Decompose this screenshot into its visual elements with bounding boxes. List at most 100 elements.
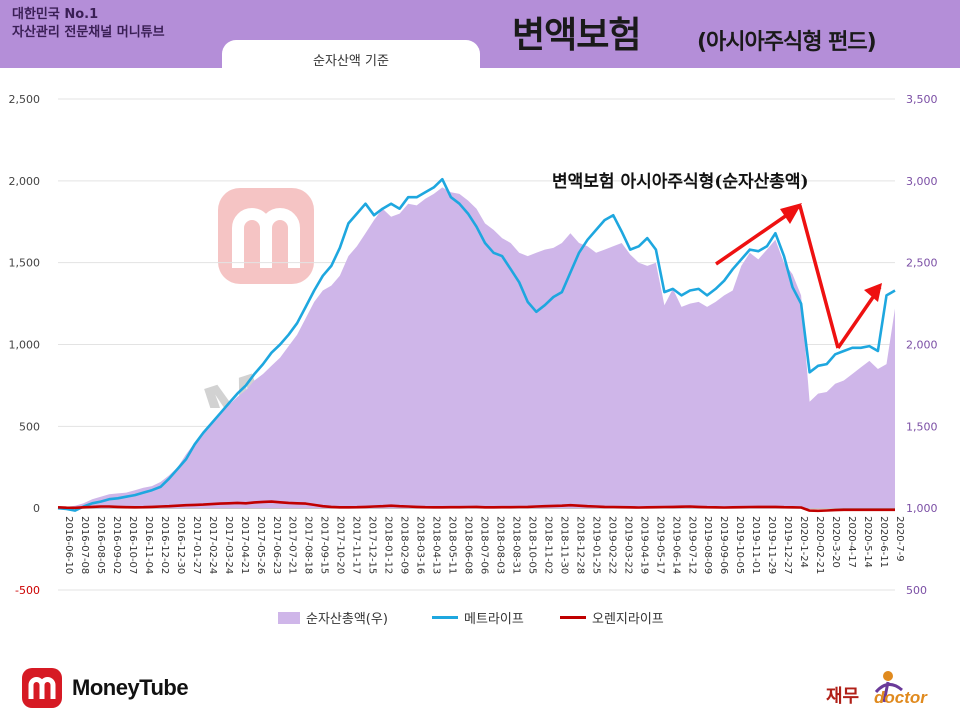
x-tick-label: 2020-02-21: [814, 516, 825, 574]
moneytube-logo: MoneyTube: [22, 668, 189, 708]
x-tick-label: 2017-10-20: [335, 516, 346, 574]
x-tick-label: 2018-11-02: [542, 516, 553, 574]
jaemu-text: 재무: [826, 686, 860, 707]
x-axis: 2016-06-10 2016-07-08 2016-08-05 2016-09-02…: [63, 516, 905, 574]
x-tick-label: 2016-12-02: [159, 516, 170, 574]
x-tick-label: 2019-05-17: [654, 516, 665, 574]
x-tick-label: 2017-02-24: [207, 516, 218, 574]
doctor-text: doctor: [874, 688, 927, 707]
trend-arrow-peak: [780, 203, 802, 224]
series-line-orangelife: [57, 500, 895, 513]
brand-line-1: 대한민국 No.1: [12, 7, 99, 22]
legend-swatch-orange: [560, 616, 586, 619]
moneytube-logo-text: MoneyTube: [72, 675, 189, 700]
jaemu-doctor-logo: 재무 doctor: [818, 668, 948, 712]
x-tick-label: 2018-12-28: [574, 516, 585, 574]
x-tick-label: 2017-03-24: [223, 516, 234, 574]
x-tick-label: 2016-12-30: [175, 516, 186, 574]
x-tick-label: 2020-3-20: [830, 516, 841, 568]
x-tick-label: 2019-11-29: [766, 516, 777, 574]
brand-slogan: 대한민국 No.1 자산관리 전문채널 머니튜브: [12, 6, 165, 42]
x-tick-label: 2016-08-05: [95, 516, 106, 574]
x-tick-label: 2017-07-21: [287, 516, 298, 574]
y-axis-left: 2,500 2,000 1,500 1,000 500 0 -500: [9, 93, 41, 597]
legend-label-area: 순자산총액(우): [306, 612, 388, 627]
y-tick-label-right: 1,000: [906, 502, 938, 515]
x-tick-label: 2019-06-14: [670, 516, 681, 574]
y-tick-label-left: 1,000: [9, 339, 41, 352]
x-tick-label: 2019-11-01: [750, 516, 761, 574]
page-title: 변액보험: [512, 15, 641, 56]
trend-arrows: [715, 203, 882, 349]
legend-item-orange: 오렌지라이프: [560, 608, 664, 627]
y-tick-label-right: 2,000: [906, 339, 938, 352]
x-tick-label: 2019-01-25: [590, 516, 601, 574]
x-tick-label: 2019-04-19: [638, 516, 649, 574]
header-banner: 대한민국 No.1 자산관리 전문채널 머니튜브 순자산액 기준 변액보험 (아…: [0, 0, 960, 76]
page-subtitle: (아시아주식형 펀드): [697, 30, 877, 55]
legend-swatch-area: [278, 611, 300, 624]
x-tick-label: 2018-04-13: [431, 516, 442, 574]
x-tick-label: 2017-06-23: [271, 516, 282, 574]
x-tick-label: 2018-06-08: [463, 516, 474, 574]
legend-item-metlife: 메트라이프: [432, 608, 524, 627]
x-tick-label: 2017-12-15: [367, 516, 378, 574]
x-tick-label: 2019-12-27: [782, 516, 793, 574]
y-tick-label-left: -500: [15, 584, 40, 597]
legend-label-metlife: 메트라이프: [464, 612, 524, 627]
x-tick-label: 2017-01-27: [191, 516, 202, 574]
x-tick-label: 2018-08-03: [495, 516, 506, 574]
chart-legend: 순자산총액(우) 메트라이프 오렌지라이프: [0, 608, 960, 630]
y-tick-label-left: 0: [33, 502, 40, 515]
x-tick-label: 2020-7-9: [894, 516, 905, 561]
x-tick-label: 2020-1-24: [798, 516, 809, 568]
y-axis-right: 3,500 3,000 2,500 2,000 1,500 1,000 500: [906, 93, 938, 597]
x-tick-label: 2017-05-26: [255, 516, 266, 574]
x-tick-label: 2020-6-11: [878, 516, 889, 568]
x-tick-label: 2018-07-06: [479, 516, 490, 574]
x-tick-label: 2018-01-12: [383, 516, 394, 574]
moneytube-logo-icon: [22, 668, 62, 708]
x-tick-label: 2016-11-04: [143, 516, 154, 574]
x-tick-label: 2019-03-22: [622, 516, 633, 574]
x-tick-label: 2017-08-18: [303, 516, 314, 574]
series-layer: [57, 177, 896, 513]
y-tick-label-left: 1,500: [9, 257, 41, 270]
x-tick-label: 2018-02-09: [399, 516, 410, 574]
x-tick-label: 2019-07-12: [686, 516, 697, 574]
series-line-metlife: [57, 177, 896, 512]
basis-tab: 순자산액 기준: [222, 40, 480, 76]
legend-item-area: 순자산총액(우): [278, 608, 388, 627]
y-tick-label-right: 2,500: [906, 257, 938, 270]
x-tick-label: 2017-11-17: [351, 516, 362, 574]
x-tick-label: 2018-10-05: [526, 516, 537, 574]
basis-tab-label: 순자산액 기준: [313, 54, 389, 69]
x-tick-label: 2016-09-02: [111, 516, 122, 574]
x-tick-label: 2016-10-07: [127, 516, 138, 574]
series-area-net-assets: [58, 187, 895, 509]
x-tick-label: 2019-10-05: [734, 516, 745, 574]
x-tick-label: 2017-09-15: [319, 516, 330, 574]
x-tick-label: 2016-07-08: [79, 516, 90, 574]
x-tick-label: 2018-05-11: [447, 516, 458, 574]
x-tick-label: 2018-08-31: [511, 516, 522, 574]
y-tick-label-left: 500: [19, 420, 40, 433]
trend-arrow-head: [864, 283, 882, 302]
x-tick-label: 2017-04-21: [239, 516, 250, 574]
y-tick-label-right: 1,500: [906, 420, 938, 433]
chart-annotation: 변액보험 아시아주식형(순자산총액): [552, 171, 809, 192]
x-tick-label: 2019-02-22: [606, 516, 617, 574]
legend-swatch-metlife: [432, 616, 458, 619]
legend-label-orange: 오렌지라이프: [592, 612, 664, 627]
x-tick-label: 2018-03-16: [415, 516, 426, 574]
doctor-figure-icon: [874, 671, 903, 703]
x-tick-label: 2020-4-17: [846, 516, 857, 568]
x-tick-label: 2018-11-30: [558, 516, 569, 574]
x-tick-label: 2020-5-14: [862, 516, 873, 568]
y-tick-label-right: 3,500: [906, 93, 938, 106]
x-tick-label: 2019-08-09: [702, 516, 713, 574]
y-tick-label-left: 2,000: [9, 175, 41, 188]
x-tick-label: 2016-06-10: [63, 516, 74, 574]
y-tick-label-left: 2,500: [9, 93, 41, 106]
